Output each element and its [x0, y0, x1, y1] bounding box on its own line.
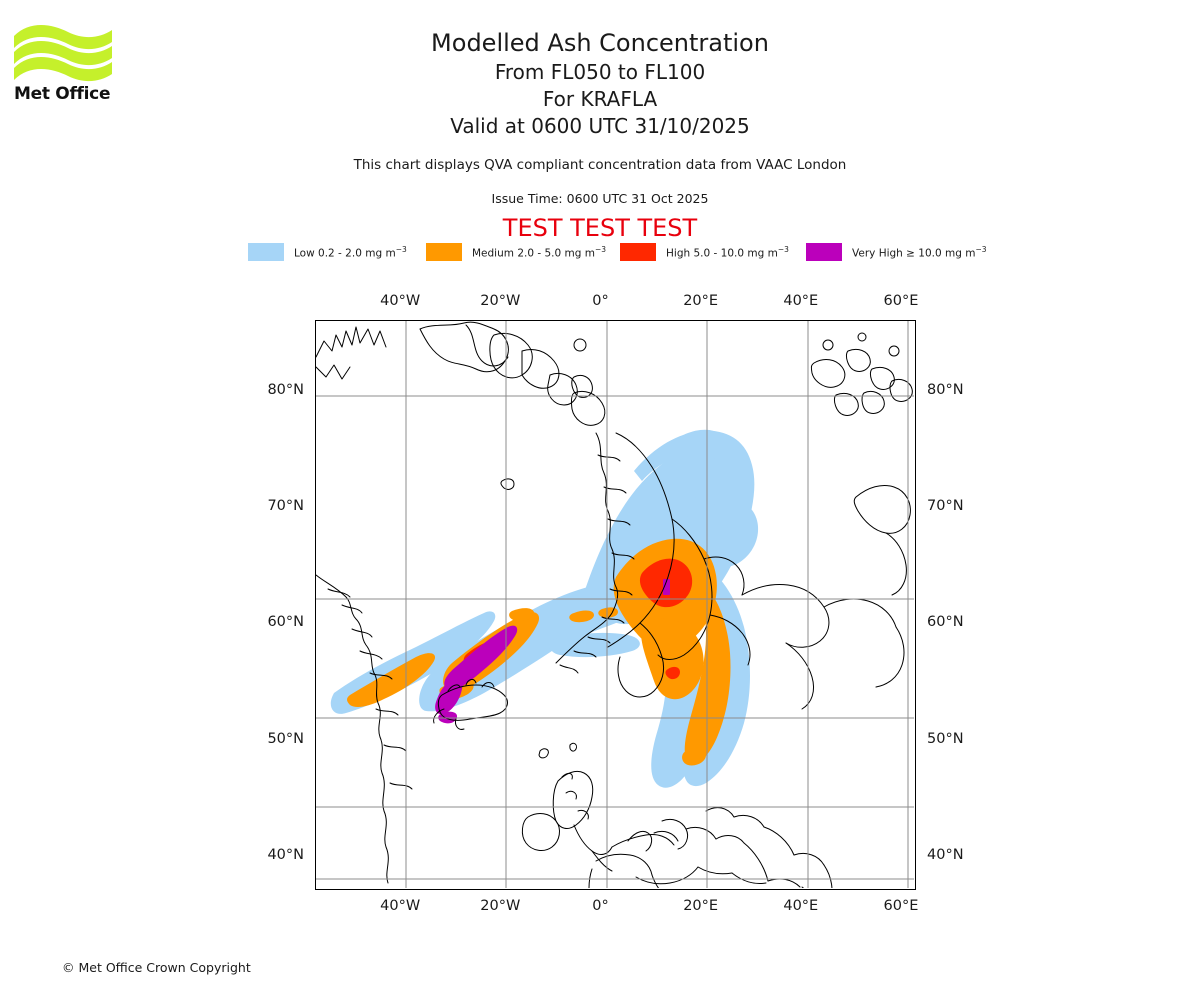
valid-time-subtitle: Valid at 0600 UTC 31/10/2025	[450, 114, 750, 138]
lat-tick-label-right: 60°N	[927, 614, 964, 631]
lon-tick-label-bot: 0°	[592, 898, 609, 914]
legend-swatch	[248, 243, 284, 261]
legend-label: High 5.0 - 10.0 mg m−3	[666, 244, 789, 260]
volcano-subtitle: For KRAFLA	[542, 87, 658, 111]
lat-tick-label-left: 60°N	[267, 614, 304, 631]
flight-level-subtitle: From FL050 to FL100	[494, 60, 706, 84]
legend-label: Medium 2.0 - 5.0 mg m−3	[472, 244, 607, 260]
lat-tick-label-right: 50°N	[927, 730, 964, 747]
map-container: 40°W 40°W 20°W 20°W 0° 0° 20°E 20°E 40°E 40°E 60°E…	[267, 293, 963, 914]
lat-tick-label-right: 70°N	[927, 498, 964, 515]
legend-item-high: High 5.0 - 10.0 mg m−3	[620, 242, 789, 262]
lon-tick-label-bot: 20°E	[683, 898, 719, 914]
map-canvas	[316, 321, 914, 888]
lat-tick-label-left: 50°N	[267, 730, 304, 747]
lon-tick-label-bot: 40°W	[380, 898, 421, 914]
ash-band-very-high	[435, 579, 670, 724]
page-title: Modelled Ash Concentration	[431, 29, 769, 57]
lon-tick-label-top: 0°	[592, 293, 609, 309]
lon-tick-label-bot: 40°E	[783, 898, 819, 914]
lon-tick-label-top: 20°E	[683, 293, 719, 309]
qva-compliance-note: This chart displays QVA compliant concen…	[353, 157, 847, 173]
lon-tick-label-top: 20°W	[480, 293, 521, 309]
lon-tick-label-top: 40°E	[783, 293, 819, 309]
issue-time-label: Issue Time: 0600 UTC 31 Oct 2025	[491, 191, 709, 206]
lat-tick-label-left: 40°N	[267, 847, 304, 864]
lat-tick-label-left: 80°N	[267, 381, 304, 398]
test-banner: TEST TEST TEST	[502, 214, 698, 242]
met-office-logo: Met Office	[12, 22, 122, 112]
graticule-layer	[316, 321, 914, 888]
legend-label: Very High ≥ 10.0 mg m−3	[852, 244, 987, 260]
lon-tick-label-bot: 20°W	[480, 898, 521, 914]
legend-swatch	[806, 243, 842, 261]
lon-tick-label-top: 40°W	[380, 293, 421, 309]
legend-swatch	[620, 243, 656, 261]
lon-tick-label-bot: 60°E	[883, 898, 919, 914]
copyright-notice: © Met Office Crown Copyright	[62, 960, 251, 975]
legend-item-very: Very High ≥ 10.0 mg m−3	[806, 242, 987, 262]
lat-tick-label-right: 40°N	[927, 847, 964, 864]
concentration-legend: Low 0.2 - 2.0 mg m−3 Medium 2.0 - 5.0 mg …	[248, 242, 988, 262]
legend-swatch	[426, 243, 462, 261]
lat-tick-label-right: 80°N	[927, 381, 964, 398]
map-frame	[315, 320, 916, 890]
legend-item-low: Low 0.2 - 2.0 mg m−3	[248, 242, 407, 262]
met-office-wordmark: Met Office	[14, 84, 111, 104]
legend-label: Low 0.2 - 2.0 mg m−3	[294, 244, 407, 260]
ash-plume-layer	[330, 429, 759, 788]
lon-tick-label-top: 60°E	[883, 293, 919, 309]
coastline-layer	[316, 321, 913, 888]
chart-title-block: Modelled Ash Concentration From FL050 to…	[0, 28, 1200, 140]
lat-tick-label-left: 70°N	[267, 498, 304, 515]
legend-item-medium: Medium 2.0 - 5.0 mg m−3	[426, 242, 606, 262]
met-office-wave-icon	[14, 25, 112, 82]
